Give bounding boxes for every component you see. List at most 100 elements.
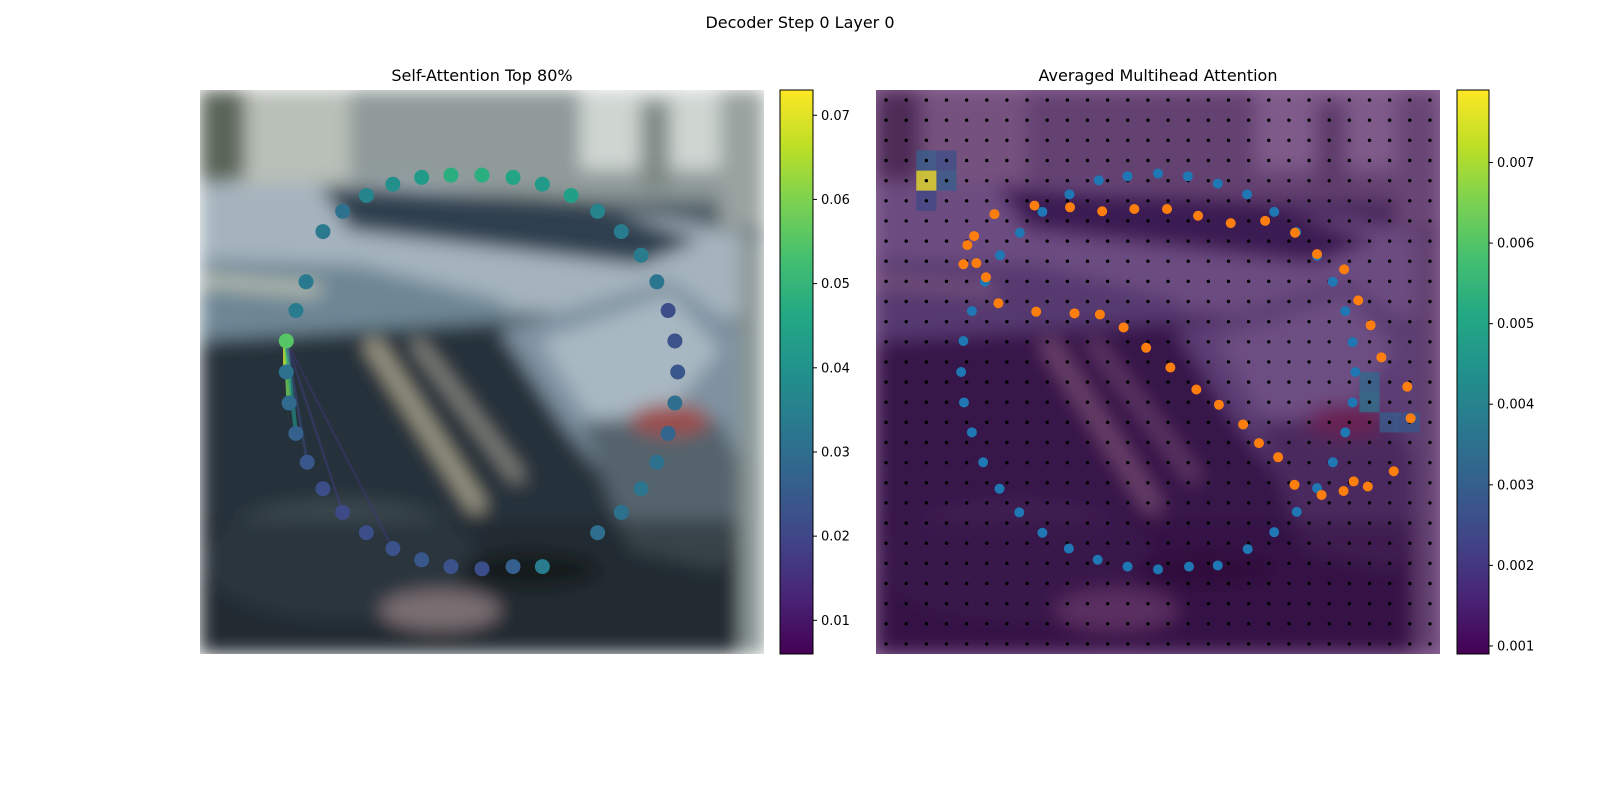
grid-dot xyxy=(1085,642,1090,646)
attention-point xyxy=(443,559,459,575)
grid-dot xyxy=(1186,541,1190,545)
grid-dot xyxy=(884,541,888,545)
grid-dot xyxy=(1126,420,1130,425)
grid-dot xyxy=(1025,299,1029,304)
attention-edge xyxy=(284,340,309,463)
grid-dot xyxy=(904,400,908,404)
grid-dot xyxy=(924,219,929,223)
grid-dot xyxy=(1307,178,1311,183)
orange-keypoint xyxy=(971,258,982,269)
grid-dot xyxy=(1287,501,1291,505)
grid-dot xyxy=(1327,481,1331,485)
grid-dot xyxy=(1105,118,1110,122)
grid-dot xyxy=(1045,118,1049,122)
grid-dot xyxy=(1206,319,1211,324)
grid-dot xyxy=(1347,319,1352,324)
grid-dot xyxy=(1065,340,1070,344)
grid-dot xyxy=(1327,420,1331,425)
grid-dot xyxy=(1005,581,1009,586)
grid-dot xyxy=(1025,199,1029,203)
grid-dot xyxy=(1005,360,1009,364)
grid-dot xyxy=(904,541,908,545)
attention-point xyxy=(298,274,314,290)
grid-dot xyxy=(1186,440,1190,445)
grid-dot xyxy=(1105,601,1110,606)
colorbar-tick-label: 0.02 xyxy=(821,530,850,545)
grid-dot xyxy=(1005,380,1009,384)
grid-dot xyxy=(1105,340,1110,344)
grid-dot xyxy=(904,601,908,606)
grid-dot xyxy=(944,460,949,465)
grid-dot xyxy=(985,239,989,243)
grid-dot xyxy=(924,622,929,626)
grid-dot xyxy=(1246,199,1251,203)
orange-keypoint xyxy=(1260,215,1271,226)
grid-dot xyxy=(1367,279,1372,284)
grid-dot xyxy=(884,340,888,344)
grid-dot xyxy=(1428,601,1432,606)
grid-dot xyxy=(1186,219,1190,223)
grid-dot xyxy=(1408,642,1412,646)
grid-dot xyxy=(1065,501,1070,505)
grid-dot xyxy=(1105,279,1110,284)
grid-dot xyxy=(1387,521,1392,525)
grid-dot xyxy=(1307,521,1311,525)
grid-dot xyxy=(1065,118,1070,122)
grid-dot xyxy=(1327,98,1331,102)
grid-dot xyxy=(1126,622,1130,626)
grid-dot xyxy=(1186,118,1190,122)
grid-dot xyxy=(944,420,949,425)
attention-edge xyxy=(285,340,394,550)
grid-dot xyxy=(964,360,969,364)
grid-dot xyxy=(1287,541,1291,545)
grid-dot xyxy=(1045,622,1049,626)
attention-point xyxy=(667,395,683,411)
orange-keypoint xyxy=(1193,210,1204,221)
grid-dot xyxy=(1166,279,1170,284)
blue-keypoint xyxy=(1242,544,1253,555)
grid-dot xyxy=(985,561,989,566)
grid-dot xyxy=(1065,420,1070,425)
blue-keypoint xyxy=(1037,527,1048,538)
right-colorbar-ticks: 0.001 0.002 0.003 0.004 0.005 0.006 0.007 xyxy=(1489,156,1534,654)
grid-dot xyxy=(1327,601,1331,606)
grid-dot xyxy=(1327,319,1331,324)
grid-dot xyxy=(1327,360,1331,364)
grid-dot xyxy=(1267,400,1271,404)
grid-dot xyxy=(944,440,949,445)
grid-dot xyxy=(1307,642,1311,646)
grid-dot xyxy=(1226,440,1231,445)
grid-dot xyxy=(1105,622,1110,626)
grid-dot xyxy=(1408,178,1412,183)
blue-keypoint xyxy=(1291,506,1302,517)
grid-dot xyxy=(884,319,888,324)
grid-dot xyxy=(1146,299,1150,304)
grid-dot xyxy=(904,622,908,626)
grid-dot xyxy=(1347,622,1352,626)
grid-dot xyxy=(1025,541,1029,545)
grid-dot xyxy=(1186,642,1190,646)
grid-dot xyxy=(1367,138,1372,143)
grid-dot xyxy=(1226,199,1231,203)
grid-dot xyxy=(1287,601,1291,606)
grid-dot xyxy=(1146,319,1150,324)
grid-dot xyxy=(924,319,929,324)
grid-dot xyxy=(1226,340,1231,344)
grid-dot xyxy=(1287,239,1291,243)
grid-dot xyxy=(1408,501,1412,505)
grid-dot xyxy=(924,440,929,445)
grid-dot xyxy=(1146,420,1150,425)
grid-dot xyxy=(1367,400,1372,404)
grid-dot xyxy=(1005,340,1009,344)
grid-dot xyxy=(985,299,989,304)
grid-dot xyxy=(1246,219,1251,223)
grid-dot xyxy=(1186,319,1190,324)
grid-dot xyxy=(904,561,908,566)
blue-keypoint xyxy=(1242,189,1253,200)
grid-dot xyxy=(1206,521,1211,525)
grid-dot xyxy=(1246,601,1251,606)
grid-dot xyxy=(1085,541,1090,545)
colorbar-tick-label: 0.006 xyxy=(1497,237,1534,252)
grid-dot xyxy=(1166,158,1170,163)
grid-dot xyxy=(985,178,989,183)
